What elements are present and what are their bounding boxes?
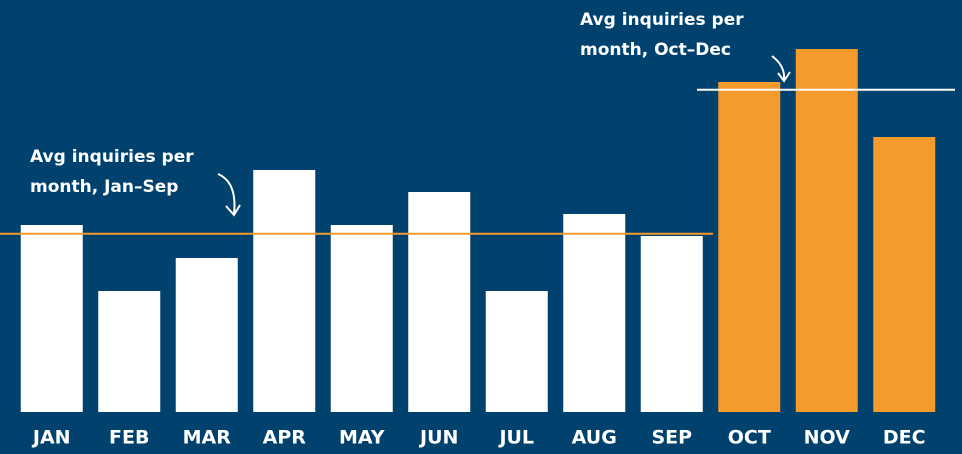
x-tick-label: AUG (572, 427, 617, 449)
bar (718, 82, 781, 412)
x-tick-label: OCT (728, 427, 771, 449)
x-tick-label: DEC (883, 427, 926, 449)
annotation-arrow (771, 55, 791, 83)
annotation-arrow (217, 173, 241, 217)
bar (485, 291, 548, 412)
bar (330, 225, 393, 412)
x-tick-label: APR (263, 427, 307, 449)
x-tick-label: JUN (418, 427, 458, 449)
x-tick-label: JAN (31, 427, 71, 449)
x-tick-label: MAR (183, 427, 232, 449)
annotation-text: month, Jan–Sep (30, 177, 178, 197)
bar (175, 258, 238, 412)
bar (20, 225, 83, 412)
x-tick-label: SEP (651, 427, 692, 449)
x-tick-label: MAY (339, 427, 385, 449)
annotation-text: month, Oct–Dec (580, 40, 731, 60)
bar (563, 214, 626, 412)
bar (408, 192, 471, 412)
bar (795, 49, 858, 412)
bar (640, 236, 703, 412)
bar (253, 170, 316, 412)
annotation-text: Avg inquiries per (30, 147, 194, 167)
x-tick-label: JUL (497, 427, 534, 449)
x-tick-label: NOV (804, 427, 851, 449)
annotation-text: Avg inquiries per (580, 10, 744, 30)
bar (873, 137, 936, 412)
bar (98, 291, 161, 412)
x-tick-label: FEB (109, 427, 149, 449)
